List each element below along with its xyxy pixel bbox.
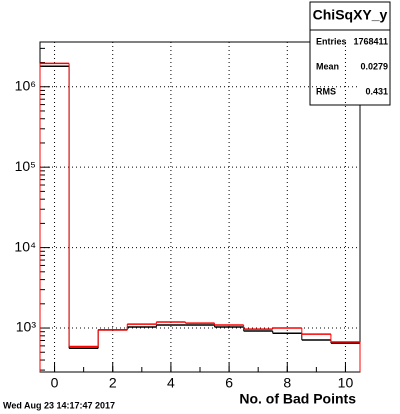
x-tick-label: 10 <box>338 375 354 391</box>
stats-box <box>309 1 391 106</box>
x-tick-label: 6 <box>225 375 233 391</box>
stats-label: Mean <box>316 61 339 71</box>
x-axis-label: No. of Bad Points <box>239 391 356 407</box>
y-tick-label: 10⁵ <box>15 158 36 174</box>
y-tick-label: 10⁶ <box>15 77 36 93</box>
stats-value: 0.431 <box>365 86 388 96</box>
y-tick-label: 10⁴ <box>14 238 36 254</box>
timestamp: Wed Aug 23 14:17:47 2017 <box>3 400 115 410</box>
stats-value: 1768411 <box>353 36 388 46</box>
x-tick-label: 2 <box>109 375 117 391</box>
stats-label: Entries <box>316 36 347 46</box>
x-tick-label: 8 <box>283 375 291 391</box>
stats-value: 0.0279 <box>360 61 388 71</box>
stats-title: ChiSqXY_y <box>313 7 388 23</box>
stats-label: RMS <box>316 86 336 96</box>
x-tick-label: 0 <box>51 375 59 391</box>
y-tick-label: 10³ <box>16 319 37 335</box>
x-tick-label: 4 <box>167 375 175 391</box>
